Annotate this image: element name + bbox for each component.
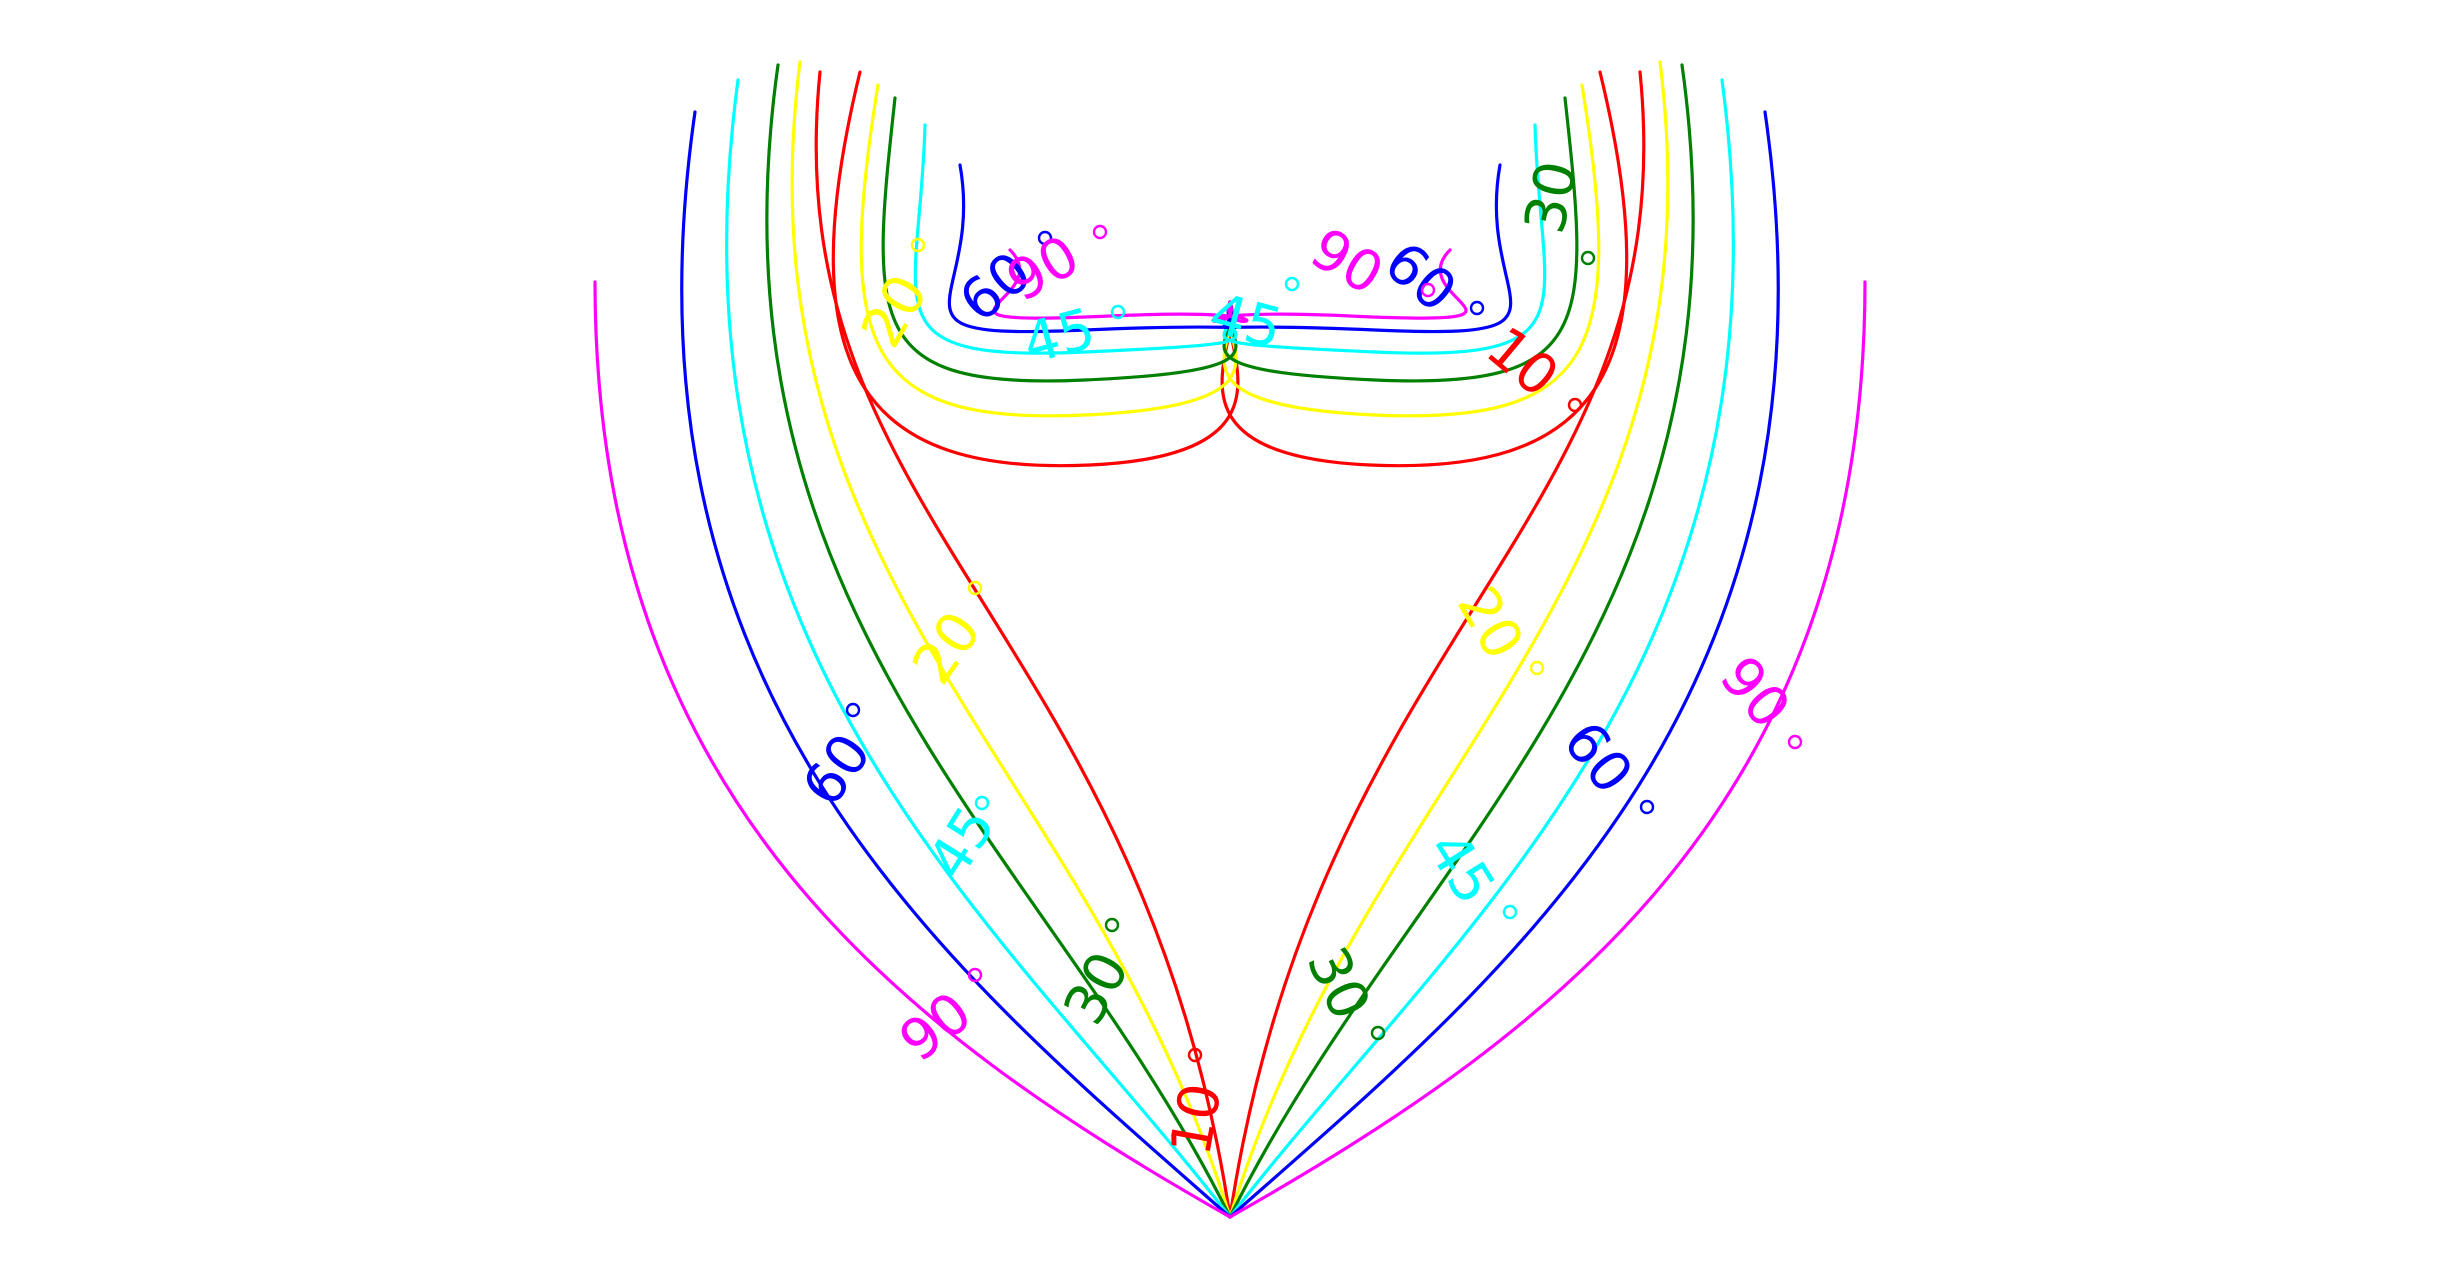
degree-marker-90 bbox=[1789, 736, 1801, 748]
contour-label-90: 90 bbox=[1300, 216, 1394, 308]
lower-curve-right-20 bbox=[1230, 62, 1668, 1217]
lower-curve-right-10 bbox=[1230, 72, 1644, 1217]
degree-marker-30 bbox=[1582, 252, 1594, 264]
contour-label-30: 30 bbox=[1294, 938, 1383, 1030]
contour-label-20: 20 bbox=[900, 600, 994, 696]
contour-label-10: 10 bbox=[1474, 315, 1570, 411]
contour-label-10: 10 bbox=[1158, 1079, 1234, 1160]
contour-label-30: 30 bbox=[1513, 156, 1591, 239]
contour-label-60: 60 bbox=[1372, 230, 1468, 326]
degree-marker-10 bbox=[1569, 399, 1581, 411]
lower-curve-left-20 bbox=[792, 62, 1230, 1217]
degree-marker-45 bbox=[1504, 906, 1516, 918]
contour-label-45: 45 bbox=[1203, 281, 1289, 362]
degree-marker-30 bbox=[1106, 919, 1118, 931]
lower-lobe-curves bbox=[595, 62, 1865, 1217]
degree-marker-60 bbox=[1471, 302, 1483, 314]
degree-marker-20 bbox=[1531, 662, 1543, 674]
lower-curve-right-30 bbox=[1230, 65, 1693, 1217]
contour-label-90: 90 bbox=[1707, 645, 1803, 741]
contour-label-20: 20 bbox=[1444, 576, 1536, 670]
contour-label-60: 60 bbox=[1550, 710, 1645, 806]
degree-marker-45 bbox=[976, 797, 988, 809]
upper-lobe-curves bbox=[833, 72, 1626, 466]
degree-marker-60 bbox=[847, 704, 859, 716]
degree-marker-90 bbox=[1094, 226, 1106, 238]
lower-curve-left-30 bbox=[767, 65, 1230, 1217]
degree-marker-60 bbox=[1641, 801, 1653, 813]
degree-marker-45 bbox=[1286, 278, 1298, 290]
contour-label-60: 60 bbox=[790, 722, 884, 818]
contour-label-45: 45 bbox=[916, 796, 1009, 891]
